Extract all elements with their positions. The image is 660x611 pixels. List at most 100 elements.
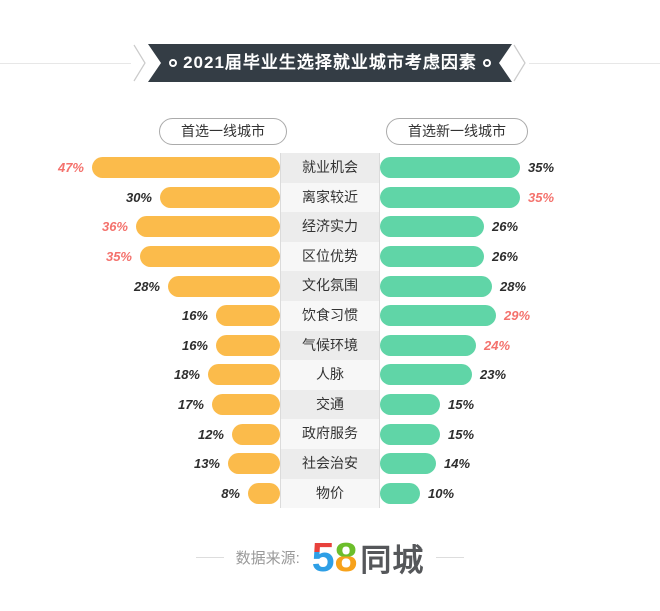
left-bar-zone: 18% — [30, 364, 280, 386]
logo-digit-8: 8 — [334, 534, 358, 580]
category-label: 饮食习惯 — [280, 300, 380, 331]
logo-city-text: 同城 — [360, 543, 425, 578]
right-bar-zone: 15% — [380, 423, 630, 445]
right-bar — [380, 157, 520, 179]
top-divider-line-right — [529, 63, 660, 64]
left-bar-zone: 47% — [30, 157, 280, 179]
category-label: 交通 — [280, 389, 380, 420]
right-bar — [380, 453, 436, 475]
right-bar — [380, 305, 496, 327]
footer-line-right — [436, 557, 465, 558]
right-value-label: 23% — [480, 367, 507, 383]
right-bar-zone: 35% — [380, 157, 630, 179]
left-bar-zone: 30% — [30, 186, 280, 208]
logo-digit-5: 5 — [311, 534, 335, 580]
left-bar-zone: 28% — [30, 275, 280, 297]
left-value-label: 12% — [197, 426, 224, 442]
right-bar-zone: 26% — [380, 246, 630, 268]
left-bar — [168, 275, 280, 297]
left-value-label: 8% — [221, 485, 240, 501]
diverging-bar-chart: 47% 就业机会 35% 30% 离家较近 35% 36% 经济实力 26% 35% 区位优势 26%… — [30, 153, 630, 509]
right-bar-zone: 28% — [380, 275, 630, 297]
left-bar — [216, 334, 280, 356]
right-bar-zone: 23% — [380, 364, 630, 386]
right-bar-zone: 14% — [380, 453, 630, 475]
right-bar-zone: 10% — [380, 482, 630, 504]
left-value-label: 28% — [133, 278, 160, 294]
chart-row: 30% 离家较近 35% — [30, 182, 630, 213]
right-value-label: 26% — [492, 219, 519, 235]
right-value-label: 35% — [528, 189, 555, 205]
right-value-label: 24% — [484, 337, 511, 353]
chart-row: 12% 政府服务 15% — [30, 419, 630, 449]
left-value-label: 16% — [181, 337, 208, 353]
category-label: 文化氛围 — [280, 271, 380, 301]
chart-row: 16% 饮食习惯 29% — [30, 300, 630, 331]
right-bar — [380, 364, 472, 386]
left-bar-zone: 36% — [30, 216, 280, 238]
footer-line-left — [195, 557, 224, 558]
source-label: 数据来源: — [235, 550, 300, 567]
right-bar-zone: 24% — [380, 334, 630, 356]
right-bar-zone: 29% — [380, 305, 630, 327]
legend-new-first-tier-cities: 首选新一线城市 — [386, 118, 528, 145]
logo-58tongcheng: 5 8 同城 — [312, 535, 425, 580]
left-bar-zone: 8% — [30, 482, 280, 504]
right-value-label: 15% — [448, 426, 475, 442]
ribbon-chevron-right-icon — [513, 44, 526, 82]
left-value-label: 13% — [193, 456, 220, 472]
right-bar — [380, 275, 492, 297]
category-label: 人脉 — [280, 360, 380, 390]
left-bar — [140, 246, 280, 268]
left-bar — [212, 394, 280, 416]
left-bar — [228, 453, 280, 475]
right-bar — [380, 246, 484, 268]
chart-row: 35% 区位优势 26% — [30, 241, 630, 272]
ribbon-dot-left-icon — [169, 59, 177, 67]
left-bar — [248, 482, 280, 504]
right-value-label: 26% — [492, 249, 519, 265]
chart-row: 36% 经济实力 26% — [30, 212, 630, 242]
category-label: 社会治安 — [280, 448, 380, 479]
left-bar-zone: 17% — [30, 394, 280, 416]
chart-row: 8% 物价 10% — [30, 478, 630, 509]
chart-row: 16% 气候环境 24% — [30, 330, 630, 361]
right-bar-zone: 15% — [380, 394, 630, 416]
data-source-footer: 数据来源: 5 8 同城 — [0, 535, 660, 580]
right-bar — [380, 216, 484, 238]
left-value-label: 35% — [105, 249, 132, 265]
chart-row: 17% 交通 15% — [30, 389, 630, 420]
left-value-label: 30% — [125, 189, 152, 205]
right-value-label: 14% — [444, 456, 471, 472]
right-bar — [380, 334, 476, 356]
left-value-label: 17% — [177, 397, 204, 413]
left-value-label: 16% — [181, 308, 208, 324]
left-bar-zone: 16% — [30, 334, 280, 356]
category-label: 离家较近 — [280, 182, 380, 213]
right-bar — [380, 423, 440, 445]
category-label: 经济实力 — [280, 212, 380, 242]
left-bar-zone: 35% — [30, 246, 280, 268]
right-value-label: 35% — [528, 160, 555, 176]
left-bar — [216, 305, 280, 327]
category-label: 气候环境 — [280, 330, 380, 361]
left-bar — [160, 186, 280, 208]
right-value-label: 15% — [448, 397, 475, 413]
left-bar-zone: 12% — [30, 423, 280, 445]
top-divider-line-left — [0, 63, 131, 64]
ribbon-dot-right-icon — [483, 59, 491, 67]
right-bar-zone: 26% — [380, 216, 630, 238]
left-bar — [136, 216, 280, 238]
left-bar — [92, 157, 280, 179]
right-value-label: 10% — [428, 485, 455, 501]
right-bar — [380, 394, 440, 416]
legend-first-tier-cities: 首选一线城市 — [159, 118, 287, 145]
ribbon-chevron-left-icon — [133, 44, 146, 82]
right-value-label: 29% — [504, 308, 531, 324]
chart-row: 18% 人脉 23% — [30, 360, 630, 390]
left-bar-zone: 16% — [30, 305, 280, 327]
category-label: 就业机会 — [280, 153, 380, 183]
left-bar — [232, 423, 280, 445]
page-title: 2021届毕业生选择就业城市考虑因素 — [183, 53, 477, 72]
